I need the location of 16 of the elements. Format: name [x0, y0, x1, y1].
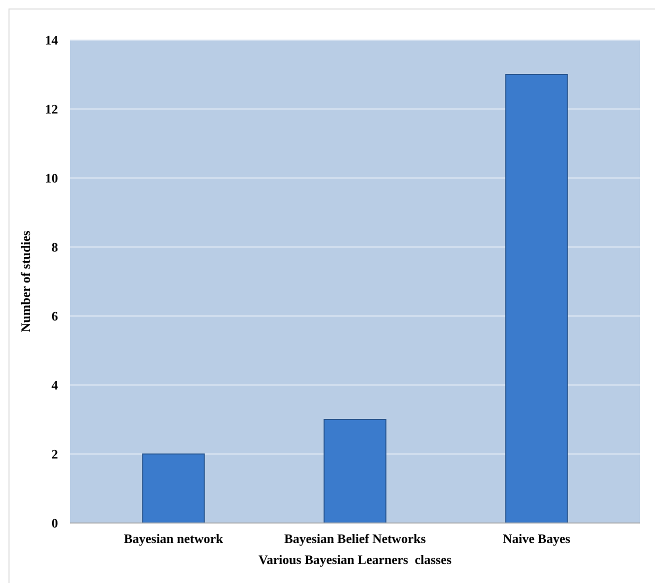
- y-tick-label: 12: [45, 102, 58, 117]
- y-tick-label: 4: [52, 378, 58, 393]
- bar: [324, 419, 386, 524]
- y-tick-label: 6: [52, 308, 58, 324]
- y-axis-title: Number of studies: [18, 230, 33, 332]
- y-tick-label: 0: [52, 516, 58, 531]
- x-tick-label: Bayesian network: [124, 531, 224, 546]
- y-tick-label: 8: [52, 240, 58, 255]
- y-tick-label: 10: [45, 170, 58, 186]
- x-tick-label: Naive Bayes: [502, 531, 570, 546]
- bar: [142, 454, 205, 524]
- x-axis-title: Various Bayesian Learners classes: [258, 552, 452, 567]
- x-tick-label: Bayesian Belief Networks: [284, 531, 426, 546]
- y-tick-label: 14: [45, 32, 58, 48]
- y-tick-label: 2: [52, 446, 58, 462]
- bar: [505, 74, 568, 524]
